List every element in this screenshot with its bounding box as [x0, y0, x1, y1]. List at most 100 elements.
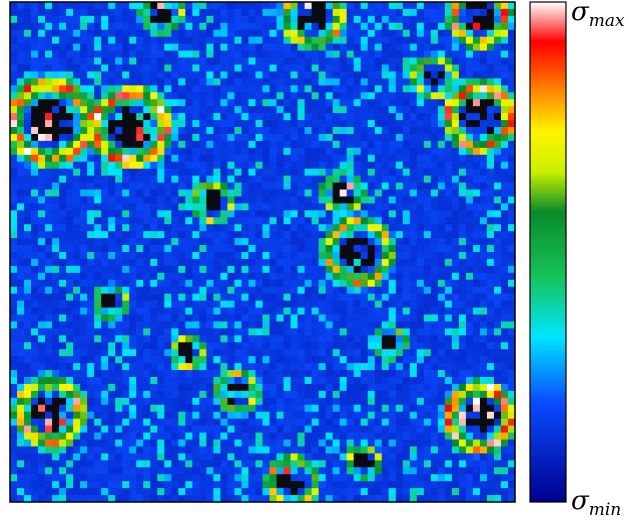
heatmap-cell — [94, 245, 102, 253]
heatmap-cell — [507, 57, 515, 65]
heatmap-cell — [444, 133, 453, 142]
heatmap-cell — [311, 71, 320, 79]
heatmap-cell — [101, 252, 109, 260]
heatmap-cell — [59, 85, 67, 93]
heatmap-cell — [66, 460, 74, 468]
heatmap-cell — [227, 245, 235, 253]
heatmap-cell — [73, 439, 81, 447]
heatmap-cell — [150, 175, 158, 183]
heatmap-cell — [374, 217, 383, 225]
heatmap-cell — [199, 120, 207, 128]
heatmap-cell — [430, 258, 439, 267]
heatmap-cell — [283, 161, 291, 170]
heatmap-cell — [416, 36, 425, 45]
heatmap-cell — [269, 231, 277, 239]
heatmap-cell — [206, 217, 214, 225]
heatmap-cell — [171, 64, 179, 72]
heatmap-cell — [17, 286, 25, 295]
heatmap-cell — [304, 36, 312, 45]
heatmap-cell — [157, 293, 165, 302]
heatmap-cell — [479, 335, 488, 343]
heatmap-cell — [101, 314, 109, 322]
heatmap-cell — [339, 210, 348, 218]
heatmap-cell — [444, 279, 453, 288]
heatmap-cell — [87, 286, 95, 295]
heatmap-cell — [150, 154, 158, 163]
heatmap-cell — [248, 307, 256, 315]
heatmap-cell — [479, 161, 488, 170]
heatmap-cell — [10, 377, 18, 385]
heatmap-cell — [220, 113, 228, 121]
heatmap-cell — [52, 460, 60, 468]
heatmap-cell — [185, 92, 193, 100]
heatmap-cell — [423, 175, 432, 183]
heatmap-cell — [472, 43, 481, 52]
heatmap-cell — [255, 8, 263, 17]
heatmap-cell — [276, 258, 284, 267]
heatmap-cell — [388, 120, 397, 128]
heatmap-cell — [94, 99, 102, 107]
heatmap-cell — [374, 314, 383, 322]
heatmap-cell — [234, 99, 242, 107]
heatmap-cell — [73, 71, 81, 79]
heatmap-cell — [395, 43, 404, 52]
heatmap-cell — [304, 113, 312, 121]
heatmap-cell — [311, 286, 320, 295]
heatmap-cell — [311, 432, 320, 440]
heatmap-cell — [346, 106, 355, 114]
heatmap-cell — [150, 377, 158, 385]
heatmap-cell — [423, 383, 432, 392]
heatmap-cell — [402, 140, 411, 149]
heatmap-cell — [150, 85, 158, 93]
heatmap-cell — [199, 390, 207, 399]
heatmap-cell — [276, 29, 284, 38]
heatmap-cell — [17, 418, 25, 427]
heatmap-cell — [150, 425, 158, 433]
heatmap-cell — [129, 363, 137, 371]
heatmap-cell — [395, 50, 404, 58]
heatmap-cell — [381, 154, 390, 163]
heatmap-cell — [262, 286, 270, 295]
heatmap-cell — [318, 113, 327, 121]
heatmap-cell — [87, 390, 95, 399]
heatmap-cell — [178, 293, 186, 302]
heatmap-cell — [346, 432, 355, 440]
heatmap-cell — [220, 92, 228, 100]
heatmap-cell — [248, 425, 256, 433]
heatmap-cell — [472, 377, 481, 385]
heatmap-cell — [262, 272, 270, 281]
heatmap-cell — [157, 404, 165, 413]
heatmap-cell — [129, 383, 137, 392]
heatmap-cell — [108, 224, 116, 232]
heatmap-cell — [416, 252, 425, 260]
heatmap-cell — [325, 370, 334, 378]
heatmap-cell — [262, 50, 270, 58]
heatmap-cell — [241, 377, 249, 385]
heatmap-cell — [269, 36, 277, 45]
heatmap-cell — [479, 50, 488, 58]
heatmap-cell — [381, 29, 390, 38]
heatmap-cell — [157, 453, 165, 461]
heatmap-cell — [395, 106, 404, 114]
heatmap-cell — [129, 252, 137, 260]
heatmap-cell — [199, 224, 207, 232]
heatmap-cell — [171, 50, 179, 58]
heatmap-cell — [73, 147, 81, 156]
heatmap-cell — [108, 36, 116, 45]
heatmap-cell — [143, 92, 151, 100]
heatmap-cell — [45, 127, 53, 135]
heatmap-cell — [178, 370, 186, 378]
heatmap-cell — [108, 321, 116, 329]
heatmap-cell — [367, 425, 376, 433]
heatmap-cell — [486, 252, 495, 260]
heatmap-cell — [241, 182, 249, 190]
heatmap-cell — [339, 335, 348, 343]
heatmap-cell — [318, 432, 327, 440]
heatmap-cell — [486, 258, 495, 267]
heatmap-cell — [283, 224, 291, 232]
heatmap-cell — [465, 182, 474, 190]
heatmap-cell — [297, 147, 305, 156]
heatmap-cell — [122, 481, 130, 489]
heatmap-cell — [73, 446, 81, 454]
heatmap-cell — [66, 314, 74, 322]
